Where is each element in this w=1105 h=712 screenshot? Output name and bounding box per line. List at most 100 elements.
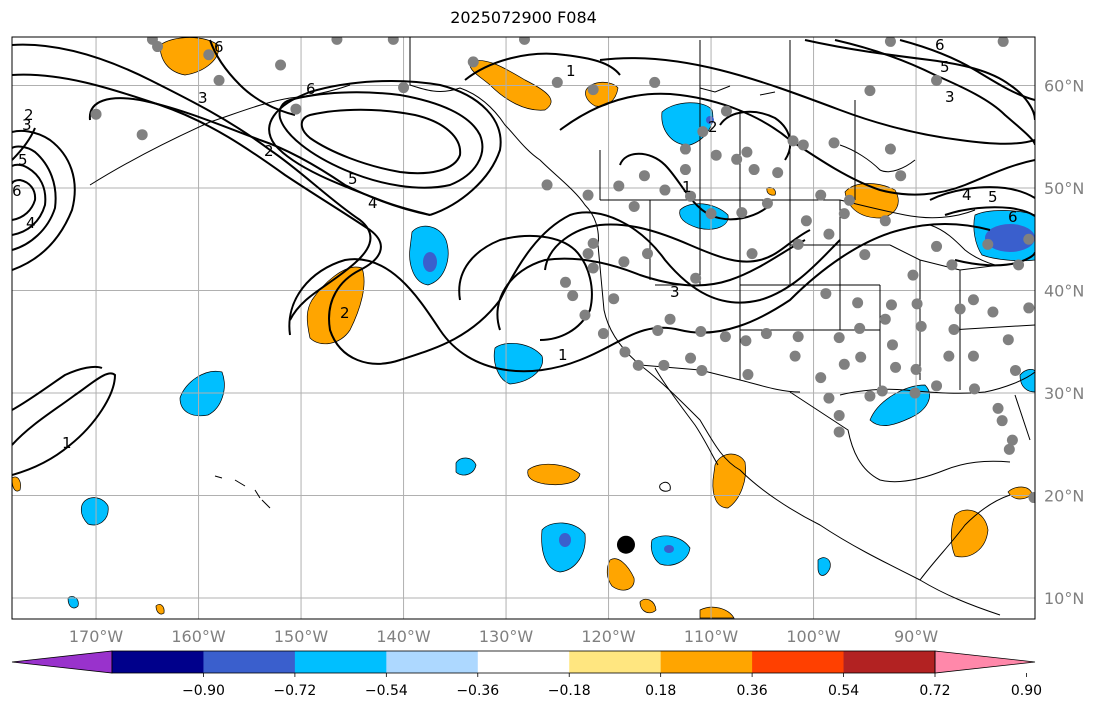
station-marker — [968, 383, 980, 395]
lat-tick-label: 20°N — [1044, 487, 1084, 506]
contour-label: 1 — [682, 178, 692, 196]
station-marker — [608, 293, 620, 305]
contour-line — [599, 57, 1035, 145]
station-marker — [567, 290, 579, 302]
contour-label: 4 — [368, 194, 378, 212]
anomaly-area — [155, 604, 165, 615]
contour-line — [278, 91, 484, 189]
station-marker — [1006, 434, 1018, 446]
station-marker — [879, 215, 891, 227]
station-marker — [90, 108, 102, 120]
contour-line — [464, 52, 621, 81]
station-marker — [136, 129, 148, 141]
contour-label: 5 — [348, 170, 358, 188]
station-marker — [697, 126, 709, 138]
contour-label: 5 — [940, 58, 950, 76]
contour-label: 1 — [558, 346, 568, 364]
station-marker — [911, 298, 923, 310]
lon-tick-label: 110°W — [684, 627, 739, 646]
station-marker — [815, 189, 827, 201]
colorbar-tick-label: −0.36 — [456, 683, 499, 699]
colorbar-tick-label: −0.90 — [182, 683, 225, 699]
contour-line — [929, 186, 1035, 201]
station-marker — [736, 207, 748, 219]
station-marker — [931, 240, 943, 252]
coastline-great-lakes — [929, 224, 996, 266]
colorbar-tick-label: −0.54 — [365, 683, 408, 699]
station-marker — [823, 392, 835, 404]
contour-line — [12, 127, 36, 161]
contour-label: 5 — [18, 151, 28, 169]
anomaly-area — [306, 266, 365, 345]
anomaly-core — [706, 116, 714, 124]
coastline-greenland-sw — [699, 85, 776, 96]
station-marker — [652, 324, 664, 336]
station-marker — [705, 208, 717, 220]
station-marker — [659, 184, 671, 196]
station-marker — [679, 143, 691, 155]
contour-line — [12, 365, 103, 411]
station-marker — [742, 369, 754, 381]
anomaly-area — [1007, 486, 1033, 500]
coastline-west-coast — [597, 244, 1001, 616]
contour-line — [12, 178, 37, 221]
station-marker — [748, 164, 760, 176]
contour-line — [12, 73, 841, 365]
anomaly-area — [67, 596, 79, 609]
station-marker — [907, 269, 919, 281]
station-marker — [864, 85, 876, 97]
anomaly-area — [661, 102, 714, 146]
map-plot-area: 1 2 1 2 3 2 5 4 6 5 4 3 6 6 2 3 1 1 5 3 … — [12, 37, 1035, 619]
latitude-labels: 10°N 20°N 30°N 40°N 50°N 60°N — [1044, 77, 1084, 609]
station-marker — [1013, 259, 1025, 271]
colorbar-tick-label: −0.18 — [548, 683, 591, 699]
contour-label: 2 — [708, 118, 718, 136]
colorbar-segment — [477, 651, 570, 673]
anomaly-area — [950, 509, 989, 558]
station-marker — [789, 350, 801, 362]
station-marker — [787, 135, 799, 147]
border-states-w — [649, 200, 791, 380]
anomaly-area — [699, 606, 735, 619]
station-marker — [618, 256, 630, 268]
colorbar-extend-low — [11, 650, 113, 674]
station-marker — [290, 103, 302, 115]
station-marker — [731, 153, 743, 165]
coastline-central-america — [919, 494, 1011, 581]
station-marker — [613, 180, 625, 192]
station-marker — [696, 364, 708, 376]
station-marker — [792, 238, 804, 250]
lon-tick-label: 120°W — [581, 627, 636, 646]
station-marker — [876, 385, 888, 397]
contour-label: 6 — [1008, 208, 1018, 226]
contour-label: 4 — [962, 186, 972, 204]
contour-line — [12, 163, 47, 236]
station-marker — [823, 228, 835, 240]
station-marker — [997, 37, 1009, 47]
station-marker — [587, 84, 599, 96]
station-marker — [658, 359, 670, 371]
contour-line — [834, 39, 1035, 146]
contour-line — [209, 39, 296, 116]
station-marker — [772, 167, 784, 179]
station-marker — [679, 164, 691, 176]
contour-line — [899, 39, 1035, 101]
anomaly-area — [12, 476, 21, 492]
station-marker — [855, 351, 867, 363]
station-marker — [820, 288, 832, 300]
lat-tick-label: 40°N — [1044, 282, 1084, 301]
contours — [12, 39, 1035, 476]
contour-label: 2 — [24, 106, 34, 124]
colorbar-tick-label: 0.18 — [645, 683, 676, 699]
station-marker — [387, 37, 399, 45]
coastline-florida — [1014, 394, 1031, 441]
anomaly-area — [766, 187, 776, 196]
station-marker — [1003, 443, 1015, 455]
station-marker — [838, 358, 850, 370]
station-marker — [638, 170, 650, 182]
anomaly-area — [817, 557, 831, 576]
anomaly-area — [1019, 368, 1035, 393]
lon-tick-label: 150°W — [274, 627, 329, 646]
anomaly-area — [606, 558, 635, 591]
station-marker — [943, 350, 955, 362]
